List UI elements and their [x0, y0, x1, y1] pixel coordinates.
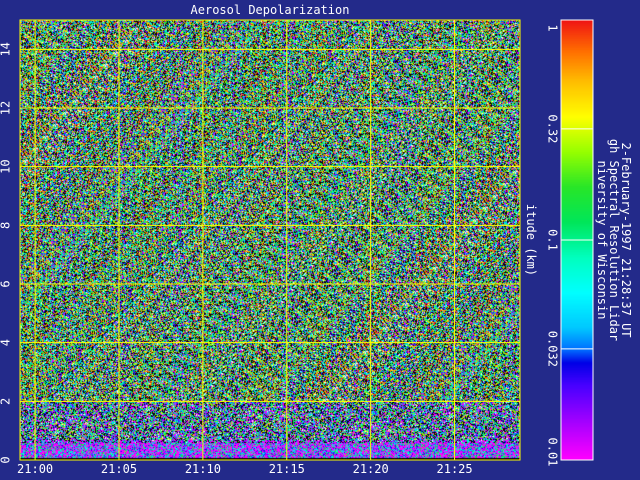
colorbar-tick-labels: 1 0.32 0.1 0.032 0.01 [546, 19, 593, 467]
x-tick-label: 21:15 [269, 462, 305, 476]
y-tick-label: 8 [0, 222, 13, 229]
y-tick-labels: 0 2 4 6 8 10 12 14 [0, 42, 13, 464]
x-tick-label: 21:25 [437, 462, 473, 476]
y-tick-label: 4 [0, 339, 13, 346]
annotation-timestamp: 2-February-1997 21:28:37 UT [619, 142, 633, 337]
grid-lines [20, 20, 520, 460]
x-tick-label: 21:00 [17, 462, 53, 476]
x-tick-label: 21:05 [101, 462, 137, 476]
colorbar-tick-label: 0.01 [546, 438, 560, 467]
x-tick-label: 21:10 [185, 462, 221, 476]
x-tick-labels: 21:00 21:05 21:10 21:15 21:20 21:25 [17, 462, 473, 476]
y-axis-label: itude (km) [524, 204, 538, 276]
annotation-university: niversity of Wisconsin [595, 161, 609, 320]
colorbar-tick-label: 1 [546, 24, 560, 31]
colorbar-tick-label: 0.1 [546, 229, 560, 251]
y-tick-label: 14 [0, 42, 13, 56]
colorbar-frame [560, 19, 594, 461]
colorbar-tick-label: 0.032 [546, 331, 560, 367]
y-tick-label: 2 [0, 398, 13, 405]
annotation-instrument: gh Spectral Resolution Lidar [607, 139, 621, 341]
colorbar-tick-label: 0.32 [546, 114, 560, 143]
x-tick-label: 21:20 [353, 462, 389, 476]
depolarization-heatmap [20, 20, 520, 460]
chart-title: Aerosol Depolarization [191, 3, 350, 17]
y-tick-label: 0 [0, 456, 13, 463]
y-tick-label: 6 [0, 280, 13, 287]
plot-frame [19, 19, 521, 461]
y-tick-label: 12 [0, 101, 13, 115]
y-tick-label: 10 [0, 159, 13, 173]
